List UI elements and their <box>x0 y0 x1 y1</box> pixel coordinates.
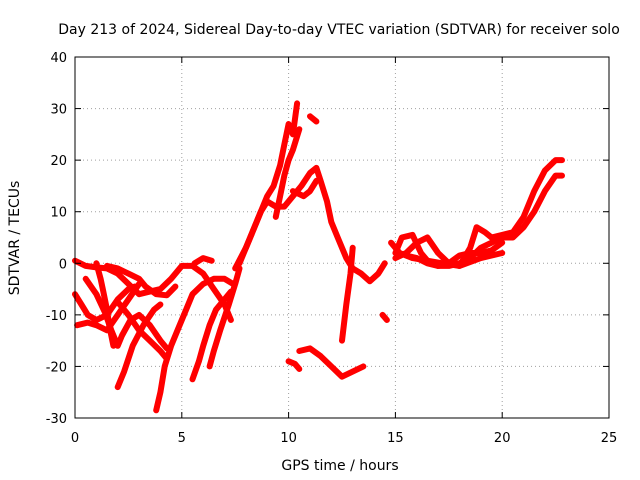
y-axis-label: SDTVAR / TECUs <box>7 181 23 296</box>
grid <box>75 57 609 418</box>
y-tick-label: 10 <box>50 206 67 221</box>
series-arc-t <box>339 244 356 344</box>
series-arc-q <box>289 177 320 200</box>
plot-frame <box>74 56 610 419</box>
series-arc-b <box>104 262 179 299</box>
chart-title: Day 213 of 2024, Sidereal Day-to-day VTE… <box>58 22 620 38</box>
series-arc-s <box>296 345 367 380</box>
series-arc-c <box>72 283 138 323</box>
series-arc-l <box>191 255 215 267</box>
x-axis-label: GPS time / hours <box>281 458 398 474</box>
x-tick-label: 5 <box>178 431 186 446</box>
series-arc-u <box>379 311 390 323</box>
x-tick-label: 20 <box>494 431 511 446</box>
series-arc-r <box>285 358 303 372</box>
x-tick-label: 25 <box>601 431 618 446</box>
y-tick-label: 20 <box>50 154 67 169</box>
y-tick-label: 30 <box>50 103 67 118</box>
x-axis: 0 5 10 15 20 25 <box>71 57 617 446</box>
series-arc-f <box>82 275 170 352</box>
y-tick-label: -10 <box>46 309 67 324</box>
x-tick-label: 15 <box>387 431 404 446</box>
x-tick-label: 10 <box>280 431 297 446</box>
x-tick-label: 0 <box>71 431 79 446</box>
y-tick-label: -20 <box>46 360 67 375</box>
y-axis: -30 -20 -10 0 10 20 30 40 <box>46 51 609 427</box>
series-arc-d <box>74 280 143 334</box>
series-arc-k <box>206 265 243 370</box>
series-arc-j <box>189 288 234 383</box>
series-arc-y <box>388 239 506 269</box>
y-tick-label: 40 <box>50 51 67 66</box>
series-arc-w <box>392 157 565 269</box>
series-arc-n <box>236 164 388 285</box>
series-arc-g <box>114 299 170 362</box>
series-arc-p <box>307 113 320 125</box>
series-arc-i <box>153 275 237 414</box>
data-series <box>72 100 565 414</box>
series-arc-o <box>272 126 303 220</box>
y-tick-label: -30 <box>46 412 67 427</box>
series-arc-h <box>114 301 164 391</box>
y-tick-label: 0 <box>59 257 67 272</box>
